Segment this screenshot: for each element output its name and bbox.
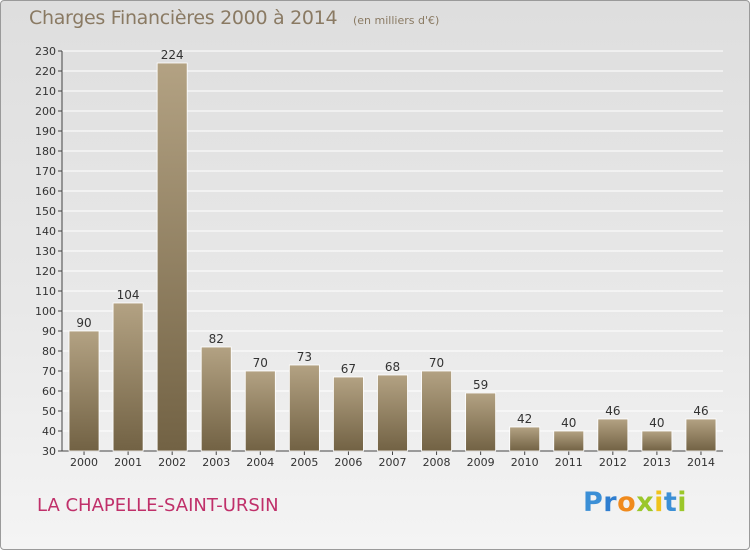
- bar-2010: [509, 426, 541, 452]
- x-tick-label: 2003: [202, 456, 230, 469]
- bar-value-label: 42: [517, 412, 532, 426]
- x-tick-label: 2001: [114, 456, 142, 469]
- x-tick-label: 2007: [379, 456, 407, 469]
- x-tick-label: 2013: [643, 456, 671, 469]
- bar-2002: [156, 62, 188, 452]
- location-name: LA CHAPELLE-SAINT-URSIN: [37, 495, 279, 516]
- y-tick-label: 150: [35, 205, 56, 218]
- bar-2004: [244, 370, 276, 452]
- y-tick-label: 60: [42, 385, 56, 398]
- bar-2000: [68, 330, 100, 452]
- bar-2012: [597, 418, 629, 452]
- proxiti-logo[interactable]: Proxiti: [583, 487, 687, 518]
- bar-value-label: 224: [161, 48, 184, 62]
- y-tick-label: 220: [35, 65, 56, 78]
- logo-letter: P: [583, 487, 604, 518]
- x-tick-label: 2009: [467, 456, 495, 469]
- logo-letter: o: [617, 487, 637, 518]
- bar-value-label: 68: [385, 360, 400, 374]
- logo-letter: i: [654, 487, 664, 518]
- bar-2005: [288, 364, 320, 452]
- y-tick-label: 140: [35, 225, 56, 238]
- bar-2014: [685, 418, 717, 452]
- chart-title: Charges Financières 2000 à 2014: [29, 7, 338, 29]
- y-tick-label: 50: [42, 405, 56, 418]
- x-tick-label: 2008: [423, 456, 451, 469]
- y-tick-label: 200: [35, 105, 56, 118]
- x-tick-label: 2000: [70, 456, 98, 469]
- bar-2008: [421, 370, 452, 452]
- y-tick-label: 160: [35, 185, 56, 198]
- y-tick-label: 90: [42, 325, 56, 338]
- bar-value-label: 90: [76, 316, 91, 330]
- x-tick-label: 2010: [511, 456, 539, 469]
- bar-2003: [200, 346, 232, 452]
- bar-value-label: 46: [693, 404, 708, 418]
- bar-2013: [641, 430, 673, 452]
- bar-value-label: 82: [209, 332, 224, 346]
- bars: [68, 62, 717, 452]
- bar-2001: [112, 302, 144, 452]
- bar-2006: [333, 376, 364, 452]
- x-tick-label: 2014: [687, 456, 715, 469]
- logo-letter: r: [603, 487, 618, 518]
- bar-value-label: 40: [649, 416, 664, 430]
- bar-value-label: 104: [117, 288, 140, 302]
- x-tick-label: 2012: [599, 456, 627, 469]
- y-tick-label: 70: [42, 365, 56, 378]
- x-tick-label: 2006: [334, 456, 362, 469]
- bar-value-label: 70: [429, 356, 444, 370]
- y-tick-label: 170: [35, 165, 56, 178]
- y-tick-label: 130: [35, 245, 56, 258]
- bar-value-label: 67: [341, 362, 356, 376]
- y-tick-label: 80: [42, 345, 56, 358]
- bar-value-label: 59: [473, 378, 488, 392]
- data-labels: 90 104 224 82 70 73 67 68 70 59 42 40 46 40 46: [76, 48, 708, 430]
- bar-2011: [553, 430, 585, 452]
- y-tick-label: 210: [35, 85, 56, 98]
- x-tick-label: 2002: [158, 456, 186, 469]
- y-tick-label: 30: [42, 445, 56, 458]
- bar-2007: [377, 374, 408, 452]
- y-tick-label: 110: [35, 285, 56, 298]
- axes: 30 40 50 60 70 80 90 100 110 120 130 140 150 160 170 18…: [35, 45, 723, 469]
- bar-2009: [465, 392, 497, 452]
- x-tick-label: 2011: [555, 456, 583, 469]
- bar-value-label: 46: [605, 404, 620, 418]
- logo-letter: x: [636, 487, 655, 518]
- logo-letter: t: [663, 487, 678, 518]
- y-tick-label: 40: [42, 425, 56, 438]
- y-tick-label: 190: [35, 125, 56, 138]
- y-tick-label: 230: [35, 45, 56, 58]
- x-tick-label: 2004: [246, 456, 274, 469]
- y-tick-label: 100: [35, 305, 56, 318]
- logo-letter: i: [677, 487, 688, 518]
- bar-value-label: 40: [561, 416, 576, 430]
- y-tick-label: 180: [35, 145, 56, 158]
- bar-value-label: 73: [297, 350, 312, 364]
- bar-value-label: 70: [253, 356, 268, 370]
- y-tick-label: 120: [35, 265, 56, 278]
- chart-subtitle: (en milliers d'€): [353, 14, 440, 27]
- x-tick-label: 2005: [290, 456, 318, 469]
